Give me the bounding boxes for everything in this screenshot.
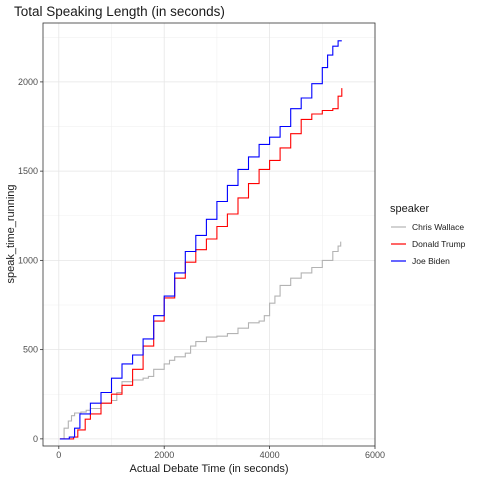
x-tick-label: 0 <box>56 450 61 460</box>
y-tick-label: 500 <box>23 345 38 355</box>
legend-label-donald-trump: Donald Trump <box>412 239 466 249</box>
chart-title: Total Speaking Length (in seconds) <box>14 4 225 19</box>
x-axis: 0 2000 4000 6000 <box>56 446 385 460</box>
x-tick-label: 6000 <box>365 450 385 460</box>
y-axis: 0 500 1000 1500 2000 <box>18 77 43 444</box>
x-tick-label: 2000 <box>154 450 174 460</box>
legend: speaker Chris Wallace Donald Trump Joe Bid… <box>390 203 466 266</box>
legend-title: speaker <box>390 203 429 215</box>
y-axis-title: speak_time_running <box>5 184 17 283</box>
plot-panel <box>43 23 375 446</box>
x-axis-title: Actual Debate Time (in seconds) <box>130 463 289 475</box>
y-tick-label: 2000 <box>18 77 38 87</box>
y-tick-label: 0 <box>33 434 38 444</box>
legend-label-joe-biden: Joe Biden <box>412 256 450 266</box>
legend-label-chris-wallace: Chris Wallace <box>412 222 464 232</box>
y-tick-label: 1000 <box>18 255 38 265</box>
y-tick-label: 1500 <box>18 166 38 176</box>
x-tick-label: 4000 <box>260 450 280 460</box>
